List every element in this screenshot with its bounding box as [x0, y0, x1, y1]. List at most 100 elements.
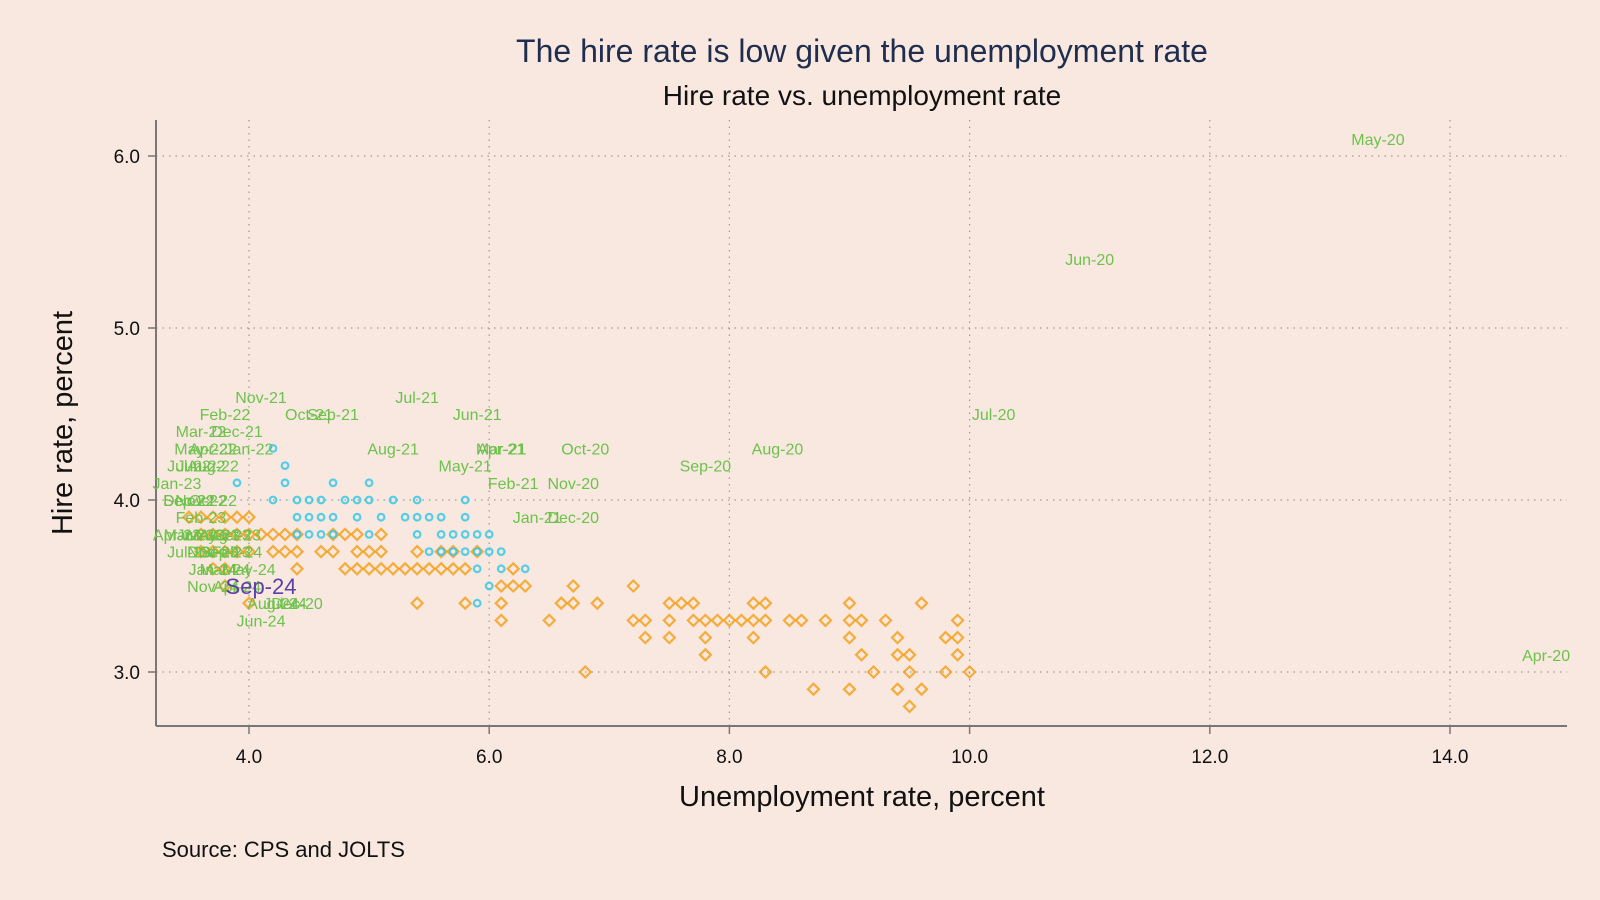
diamond-point [241, 527, 257, 542]
diamond-point [842, 682, 857, 697]
diamond-point [734, 613, 749, 628]
diamond-point [842, 613, 857, 628]
point-label: Oct-22 [189, 493, 237, 510]
x-tick-label: 8.0 [716, 747, 742, 768]
diamond-point [350, 527, 365, 542]
circle-point [352, 512, 362, 522]
point-label: Jun-23 [176, 527, 225, 544]
point-label: Jun-20 [1065, 252, 1114, 269]
diamond-point [878, 613, 893, 628]
diamond-point [806, 682, 821, 697]
circle-point [472, 564, 482, 574]
point-label: Sep-23 [199, 545, 251, 562]
point-label: Jun-21 [453, 407, 502, 424]
diamond-point [386, 561, 401, 576]
circle-point [304, 495, 314, 505]
diamond-point [950, 647, 965, 662]
point-label: Apr-21 [477, 441, 525, 458]
point-label: Jan-21 [513, 510, 562, 527]
circle-point [436, 530, 446, 539]
diamond-point [842, 630, 857, 645]
diamond-point [842, 596, 857, 611]
diamond-point [950, 630, 965, 645]
diamond-point [277, 527, 293, 542]
point-label: May-21 [439, 459, 492, 476]
diamond-point [205, 527, 221, 542]
point-label: Jul-20 [972, 407, 1016, 424]
x-axis-label: Unemployment rate, percent [679, 781, 1045, 813]
diamond-point [746, 613, 761, 628]
point-label: Oct-20 [561, 441, 609, 458]
point-label: Jul-23 [167, 545, 211, 562]
diamond-point [494, 613, 509, 628]
point-label: Jul-21 [395, 390, 439, 407]
diamond-point [638, 630, 653, 645]
circle-point [268, 495, 278, 505]
point-labels: May-20 Jun-20 Jul-20 Apr-20 Aug-20 Sep-20 Oct-… [152, 132, 1570, 665]
point-label: Aug-22 [187, 459, 239, 476]
point-label: Nov-24 [187, 579, 239, 596]
circle-point [472, 547, 482, 556]
circle-point [328, 512, 338, 522]
point-label: May-20 [1351, 132, 1404, 149]
diamond-point [686, 596, 701, 611]
point-label: Dec-20 [271, 596, 323, 613]
point-label: Aug-21 [367, 441, 419, 458]
point-label: Aug-20 [752, 441, 804, 458]
diamond-point [698, 630, 713, 645]
circle-point [268, 444, 278, 453]
point-label: Sep-21 [307, 407, 359, 424]
diamond-point [446, 561, 461, 576]
diamond-point [241, 510, 257, 525]
circle-point [376, 512, 386, 522]
diamond-point [181, 510, 197, 525]
chart-title: The hire rate is low given the unemploym… [516, 33, 1208, 69]
diamond-point [494, 596, 509, 611]
diamond-point [758, 664, 773, 680]
circle-point [460, 530, 470, 539]
diamond-point [578, 664, 593, 680]
circle-point [352, 495, 362, 505]
diamond-point [494, 578, 509, 594]
diamond-point [193, 510, 209, 525]
diamond-point [686, 613, 701, 628]
diamond-point [265, 527, 281, 542]
circle-point [484, 547, 494, 556]
diamond-point [362, 561, 377, 576]
diamond-point [289, 544, 305, 559]
diamond-point [662, 630, 677, 645]
diamond-point [662, 613, 677, 628]
diamond-point [434, 561, 449, 576]
diamond-point [950, 613, 965, 628]
x-tick-label: 14.0 [1432, 747, 1469, 768]
chart-subtitle: Hire rate vs. unemployment rate [663, 80, 1061, 111]
circle-point [448, 530, 458, 539]
circle-point [424, 547, 434, 556]
diamond-point [338, 527, 353, 542]
x-tick-label: 10.0 [951, 747, 988, 768]
axes [155, 120, 1567, 727]
y-tick-label: 4.0 [114, 491, 140, 512]
diamond-point [542, 613, 557, 628]
circle-point [328, 530, 338, 539]
diamond-point [205, 510, 221, 525]
diamond-point [758, 596, 773, 611]
point-label: Dec-21 [211, 424, 263, 441]
point-label: Jan-23 [152, 476, 201, 493]
diamond-point [518, 578, 533, 594]
circle-point [448, 547, 458, 556]
diamond-point [410, 544, 425, 559]
diamond-point [902, 647, 917, 662]
diamond-point [566, 596, 581, 611]
y-tick-label: 6.0 [114, 147, 140, 168]
diamond-point [229, 544, 245, 559]
point-label: Aug-23 [199, 527, 251, 544]
diamond-point [217, 561, 233, 576]
circle-point [412, 495, 422, 505]
diamond-point [229, 527, 245, 542]
diamond-point [205, 561, 221, 576]
circle-point [484, 581, 494, 591]
diamond-point [193, 527, 209, 542]
diamond-point [374, 544, 389, 559]
